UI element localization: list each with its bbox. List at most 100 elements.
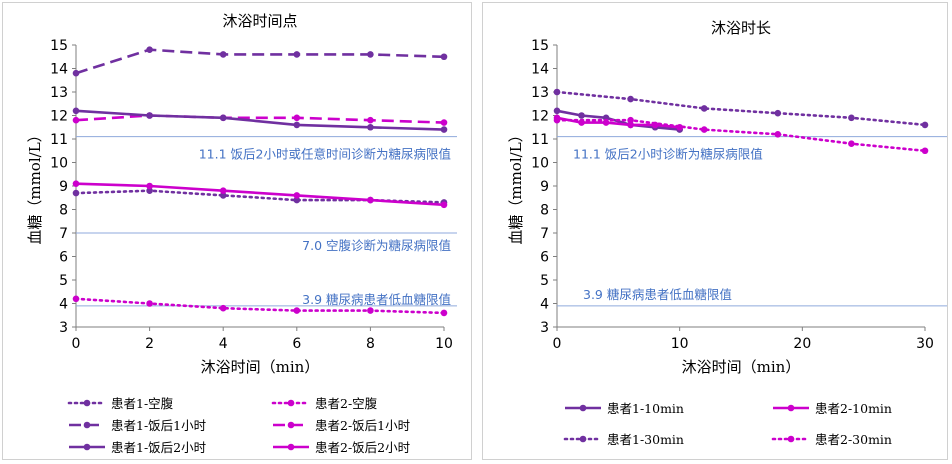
data-point bbox=[367, 307, 374, 314]
legend-label: 患者1-30min bbox=[607, 432, 684, 447]
data-point bbox=[367, 196, 374, 204]
y-tick-label: 4 bbox=[59, 297, 68, 313]
y-tick-label: 13 bbox=[531, 85, 549, 101]
data-point bbox=[293, 51, 301, 58]
data-point bbox=[921, 147, 929, 155]
x-tick-label: 20 bbox=[793, 336, 811, 352]
series-line bbox=[555, 118, 927, 153]
reference-line-label: 3.9 糖尿病患者低血糖限值 bbox=[583, 287, 732, 302]
data-point bbox=[921, 121, 929, 129]
data-point bbox=[440, 126, 448, 133]
data-point bbox=[219, 304, 227, 312]
series-line bbox=[75, 48, 445, 75]
legend-marker bbox=[83, 421, 91, 429]
y-tick-label: 12 bbox=[531, 109, 549, 125]
chart-panel-bath-time-point: 沐浴时间点 3 4 5 6 7 8 9 10 11 12 13 14 15 0 2 4 6 8 10 沐浴时间（min）… bbox=[2, 2, 472, 460]
x-tick-label: 8 bbox=[366, 336, 375, 352]
y-tick-label: 4 bbox=[540, 297, 549, 313]
data-point bbox=[774, 109, 782, 117]
x-tick-label: 30 bbox=[916, 336, 934, 352]
legend-label: 患者2-饭后1小时 bbox=[315, 418, 411, 433]
data-point bbox=[367, 123, 374, 131]
y-tick-label: 15 bbox=[531, 38, 549, 54]
y-tick-label: 3 bbox=[59, 320, 68, 336]
data-point bbox=[627, 116, 634, 124]
y-tick-label: 5 bbox=[59, 273, 68, 289]
data-point bbox=[72, 69, 80, 77]
data-point bbox=[146, 182, 153, 190]
x-tick-label: 10 bbox=[671, 336, 689, 352]
data-point bbox=[146, 46, 153, 53]
chart-svg-bath-time-point: 沐浴时间点 3 4 5 6 7 8 9 10 11 12 13 14 15 0 2 4 6 8 10 沐浴时间（min）… bbox=[26, 12, 457, 455]
data-point bbox=[72, 116, 80, 124]
y-tick-label: 9 bbox=[59, 179, 68, 195]
data-point bbox=[293, 121, 301, 129]
legend-marker bbox=[579, 404, 587, 412]
series-line bbox=[75, 182, 445, 207]
legend-label: 患者1-饭后2小时 bbox=[111, 440, 207, 455]
reference-line-label: 3.9 糖尿病患者低血糖限值 bbox=[302, 292, 451, 307]
data-point bbox=[440, 201, 448, 209]
y-tick-label: 7 bbox=[59, 226, 68, 242]
data-point bbox=[848, 114, 855, 122]
series-line bbox=[74, 297, 446, 315]
data-point bbox=[293, 307, 301, 314]
y-tick-label: 10 bbox=[50, 156, 68, 172]
series-line bbox=[555, 90, 927, 127]
data-point bbox=[700, 126, 708, 133]
chart-title: 沐浴时间点 bbox=[222, 12, 297, 30]
data-point bbox=[72, 295, 80, 303]
chart-title: 沐浴时长 bbox=[711, 19, 771, 37]
data-point bbox=[848, 140, 855, 147]
data-point bbox=[146, 187, 153, 194]
data-point bbox=[293, 196, 301, 204]
data-point bbox=[440, 309, 448, 317]
x-axis-label: 沐浴时间（min） bbox=[201, 358, 320, 376]
y-tick-label: 6 bbox=[59, 250, 68, 266]
chart-panel-bath-duration: 沐浴时长 3 4 5 6 7 8 9 10 11 12 13 14 15 0 10 20 30 沐浴时间（min） 血… bbox=[482, 2, 948, 460]
data-point bbox=[774, 131, 782, 138]
data-point bbox=[578, 112, 585, 119]
y-tick-label: 11 bbox=[531, 132, 549, 148]
y-tick-label: 5 bbox=[540, 273, 549, 289]
chart-svg-bath-duration: 沐浴时长 3 4 5 6 7 8 9 10 11 12 13 14 15 0 10 20 30 沐浴时间（min） 血… bbox=[507, 19, 947, 447]
legend-marker bbox=[287, 443, 295, 451]
y-tick-label: 11 bbox=[50, 132, 68, 148]
legend-label: 患者2-30min bbox=[815, 432, 892, 447]
data-point bbox=[219, 51, 227, 58]
series-line bbox=[556, 116, 680, 129]
y-tick-label: 15 bbox=[50, 38, 68, 54]
y-tick-label: 3 bbox=[540, 320, 549, 336]
y-tick-label: 7 bbox=[540, 226, 549, 242]
y-axis-label: 血糖（mmol/L） bbox=[507, 127, 525, 244]
series-line bbox=[75, 109, 445, 131]
x-tick-label: 4 bbox=[219, 336, 228, 352]
x-tick-label: 10 bbox=[435, 336, 453, 352]
legend-label: 患者1-饭后1小时 bbox=[111, 418, 207, 433]
reference-line-label: 11.1 饭后2小时诊断为糖尿病限值 bbox=[573, 147, 763, 162]
data-point bbox=[367, 51, 374, 58]
x-tick-label: 0 bbox=[72, 336, 81, 352]
data-point bbox=[146, 112, 153, 119]
x-tick-label: 6 bbox=[292, 336, 301, 352]
legend-label: 患者2-空腹 bbox=[315, 396, 378, 411]
y-tick-label: 8 bbox=[540, 203, 549, 219]
data-point bbox=[72, 189, 80, 197]
legend-marker bbox=[787, 404, 795, 412]
data-point bbox=[146, 300, 153, 307]
reference-line-label: 7.0 空腹诊断为糖尿病限值 bbox=[302, 238, 451, 253]
data-point bbox=[553, 107, 561, 115]
y-tick-label: 14 bbox=[50, 62, 68, 78]
data-point bbox=[553, 88, 561, 96]
y-tick-label: 8 bbox=[59, 203, 68, 219]
data-point bbox=[700, 105, 708, 112]
y-tick-label: 6 bbox=[540, 250, 549, 266]
data-point bbox=[440, 119, 448, 126]
y-axis-label: 血糖（mmol/L） bbox=[26, 127, 44, 244]
data-point bbox=[553, 116, 561, 124]
legend-marker bbox=[787, 435, 795, 443]
y-tick-label: 12 bbox=[50, 109, 68, 125]
data-point bbox=[219, 187, 227, 194]
data-point bbox=[367, 116, 374, 124]
legend-label: 患者1-空腹 bbox=[111, 396, 174, 411]
